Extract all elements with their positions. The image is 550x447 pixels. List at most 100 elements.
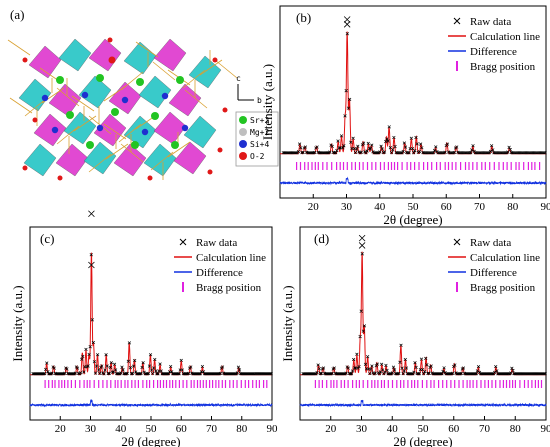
o-atom-0 — [22, 57, 28, 63]
x-tick-label: 80 — [236, 423, 248, 435]
polyhedron-1 — [58, 38, 92, 72]
x-tick-label: 60 — [441, 201, 453, 213]
difference-line — [299, 399, 547, 408]
legend-label: Calculation line — [470, 31, 540, 43]
bond-15 — [182, 69, 206, 89]
o-atom-5 — [57, 175, 63, 181]
sr-atom-8 — [131, 141, 139, 149]
x-tick-label: 70 — [206, 423, 218, 435]
polyhedron-7 — [48, 83, 82, 117]
raw-data-outlier — [343, 16, 351, 23]
difference-line — [29, 398, 273, 408]
x-tick-label: 40 — [387, 423, 399, 435]
bond-14 — [167, 141, 191, 158]
mg-atom-icon — [239, 128, 247, 136]
x-tick-label: 60 — [448, 423, 460, 435]
difference-line — [279, 176, 547, 186]
x-tick-label: 20 — [55, 423, 67, 435]
panel-a: (a) c b Sr+2 Mg+2 Si+4 O-2 — [7, 7, 279, 181]
polyhedron-22 — [143, 143, 177, 177]
y-axis-label: Intensity (a.u.) — [10, 285, 25, 361]
legend-label: Bragg position — [470, 282, 536, 294]
atom-legend: Sr+2 Mg+2 Si+4 O-2 — [235, 111, 279, 167]
bond-12 — [71, 95, 95, 112]
o-atom-top — [108, 56, 116, 64]
c-axis-label: c — [236, 74, 241, 83]
x-tick-label: 30 — [341, 201, 353, 213]
polyhedron-12 — [33, 113, 67, 147]
bond-11 — [56, 87, 80, 107]
polyhedron-8 — [78, 75, 112, 109]
polyhedron-20 — [83, 141, 117, 175]
raw-data-points — [281, 32, 547, 155]
o-atom-icon — [239, 152, 247, 160]
x-tick-label: 30 — [85, 423, 97, 435]
panel-c-chart: (c) 20 30 40 50 60 70 80 90 2θ (degree) Intensity … — [10, 210, 279, 447]
si-atom-icon — [239, 140, 247, 148]
legend-label: Raw data — [470, 237, 511, 249]
raw-data-points — [301, 252, 547, 376]
axis-indicator: c b — [236, 74, 262, 105]
polyhedron-23 — [173, 141, 207, 175]
bond-27 — [56, 125, 80, 145]
polyhedron-13 — [63, 111, 97, 145]
x-tick-label: 90 — [541, 423, 550, 435]
legend-label: Difference — [196, 267, 243, 279]
x-axis-label: 2θ (degree) — [383, 212, 442, 227]
legend-label: Bragg position — [196, 282, 262, 294]
bond-0 — [7, 39, 31, 56]
si-atom-6 — [141, 128, 149, 136]
sr-atom-icon — [239, 116, 247, 124]
sr-atom-0 — [56, 76, 64, 84]
bond-33 — [88, 153, 112, 173]
polyhedron-18 — [23, 143, 57, 177]
x-tick-label: 30 — [356, 423, 368, 435]
bond-9 — [150, 151, 174, 171]
raw-data-outlier — [88, 261, 95, 269]
x-tick-label: 90 — [267, 423, 279, 435]
x-tick-label: 70 — [479, 423, 491, 435]
bond-35 — [184, 89, 208, 109]
o-atom-2 — [212, 57, 218, 63]
x-tick-label: 20 — [325, 423, 337, 435]
x-tick-label: 40 — [115, 423, 127, 435]
bond-39 — [120, 71, 144, 91]
bond-29 — [152, 61, 176, 81]
x-tick-label: 50 — [418, 423, 430, 435]
legend-raw-marker — [453, 238, 461, 246]
bond-21 — [24, 97, 48, 117]
polyhedron-3 — [123, 41, 157, 75]
y-axis-label: Intensity (a.u.) — [280, 285, 295, 361]
polyhedron-6 — [18, 78, 52, 112]
si-atom-4 — [51, 126, 59, 134]
polyhedron-4 — [153, 38, 187, 72]
legend-label: Difference — [470, 267, 517, 279]
panel-b-chart: (b) 20 30 40 50 60 70 80 90 2θ (degree) Intensity … — [260, 5, 550, 227]
bond-5 — [214, 59, 238, 79]
bond-36 — [9, 97, 33, 114]
raw-data-outlier — [358, 242, 366, 249]
sr-atom-2 — [136, 78, 144, 86]
sr-atom-9 — [171, 141, 179, 149]
raw-data-outlier — [88, 210, 95, 218]
bond-18 — [103, 123, 127, 140]
legend-raw-marker — [453, 17, 461, 25]
legend-si-label: Si+4 — [250, 140, 269, 149]
legend-label: Calculation line — [470, 252, 540, 264]
si-atom-7 — [181, 124, 189, 132]
crystal-structure-image — [7, 37, 238, 181]
x-tick-label: 60 — [176, 423, 188, 435]
bond-32 — [73, 115, 97, 132]
o-atom-1 — [107, 37, 113, 43]
bond-24 — [135, 41, 159, 58]
x-tick-label: 90 — [541, 201, 550, 213]
raw-data-outlier — [343, 21, 351, 28]
legend-label: Raw data — [196, 237, 237, 249]
x-tick-label: 70 — [474, 201, 486, 213]
sr-atom-7 — [86, 141, 94, 149]
o-atom-3 — [22, 165, 28, 171]
bragg-positions — [44, 380, 268, 388]
bragg-positions — [296, 162, 541, 170]
x-tick-label: 50 — [408, 201, 420, 213]
